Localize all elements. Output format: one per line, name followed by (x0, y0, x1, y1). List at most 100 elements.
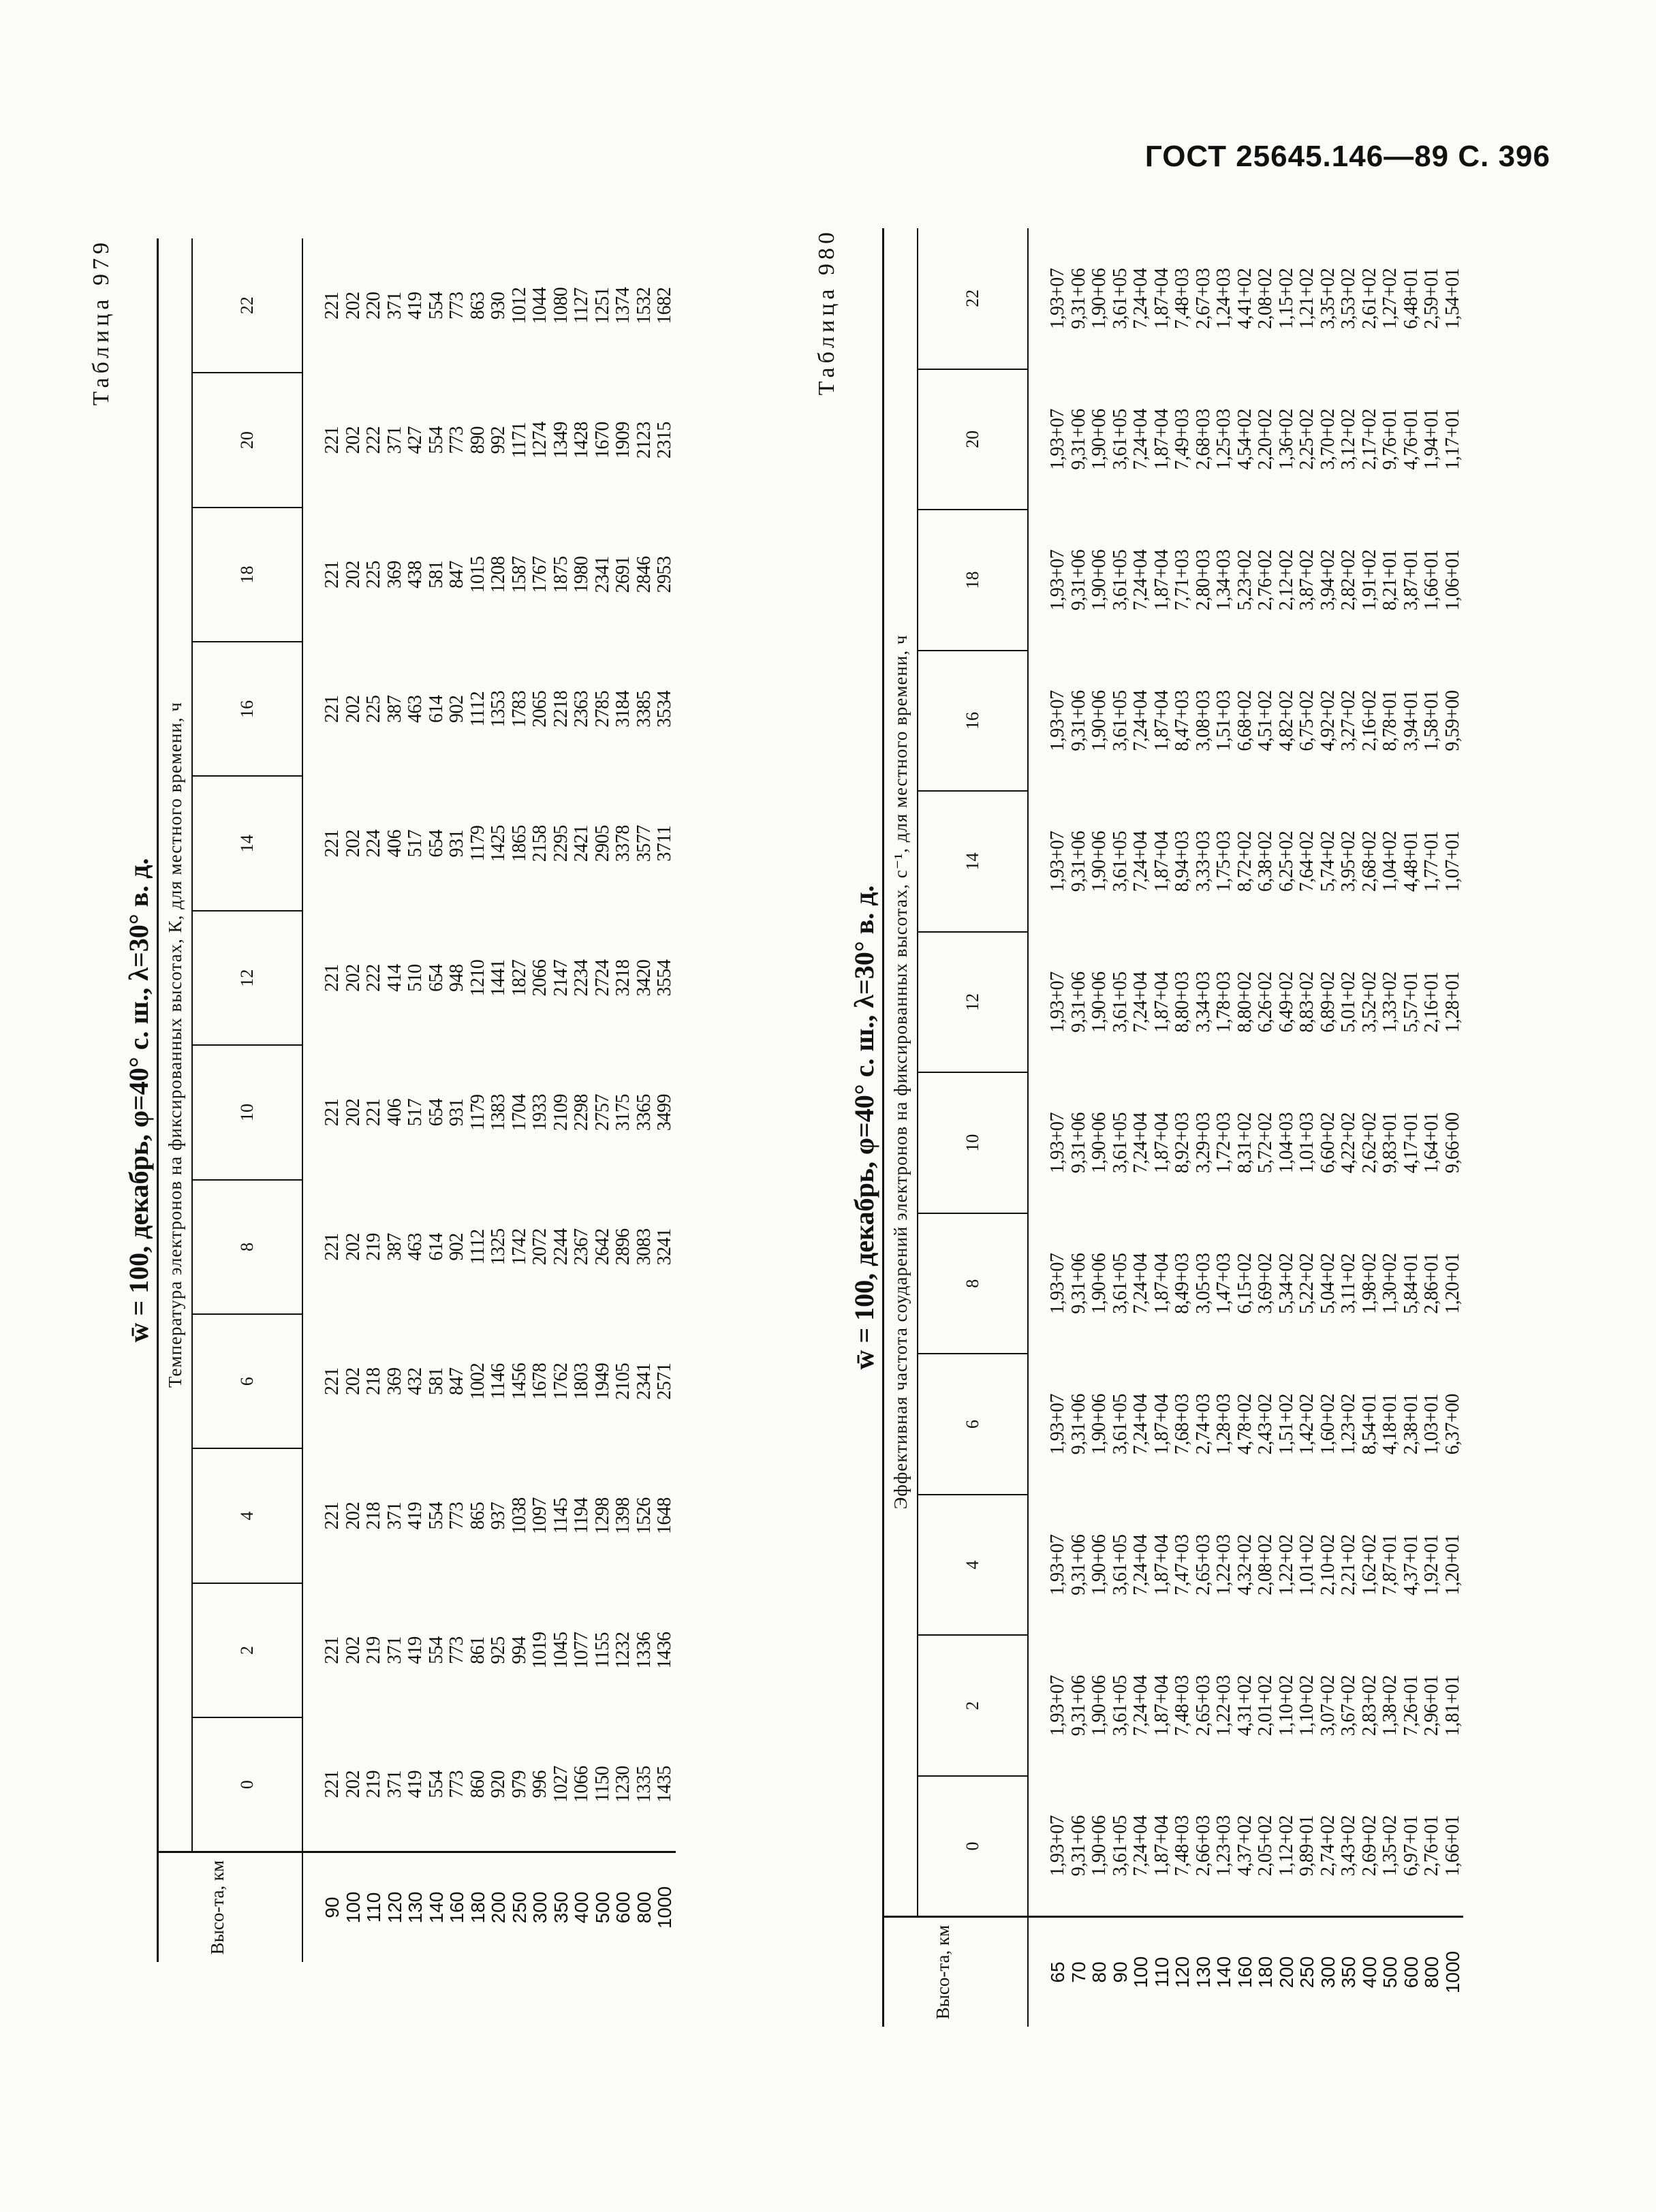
table-979-cell: 931 (446, 829, 467, 858)
table-980-cell: 3,95+02 (1338, 830, 1359, 892)
table-980-cell: 1,90+06 (1089, 268, 1110, 329)
table-980-block: Таблица 980 w̄ = 100, декабрь, φ=40° с. … (814, 228, 1522, 2027)
table-980-cell: 1,90+06 (1089, 1253, 1110, 1314)
table-980-cell: 1,87+04 (1151, 549, 1172, 611)
table-980-cell: 1,28+01 (1441, 971, 1463, 1033)
table-979-cell: 554 (425, 1501, 447, 1530)
table-979-cell: 1827 (508, 959, 530, 997)
table-980-cell: 6,15+02 (1234, 1253, 1255, 1314)
table-979-cell: 2123 (633, 422, 655, 459)
table-980-cell: 5,01+02 (1338, 971, 1359, 1033)
table-980-value-column: 1,93+07 9,31+06 1,90+06 3,61+05 7,24+04 1,87+… (1028, 650, 1463, 792)
table-980-cell: 3,61+05 (1109, 830, 1131, 892)
table-979-hour-header: 0 (192, 1717, 302, 1852)
table-980-cell: 2,74+03 (1192, 1394, 1214, 1455)
table-980-hours-row: 0 2 4 6 8 10 12 14 16 18 20 22 (918, 228, 1028, 2027)
table-980-hour-header: 12 (918, 931, 1028, 1073)
table-980-cell: 1,90+06 (1089, 549, 1110, 611)
table-979-height-value: 100 (342, 1891, 364, 1924)
table-980-title: w̄ = 100, декабрь, φ=40° с. ш., λ=30° в.… (849, 885, 879, 1370)
table-980-body-row: 65 70 80 90 100 110 120 130 140 160 180 200 250 300 35… (1028, 228, 1463, 2027)
table-980-cell: 8,83+02 (1296, 971, 1317, 1033)
table-980-cell: 3,61+05 (1109, 1815, 1131, 1877)
table-980-cell: 1,93+07 (1047, 1253, 1068, 1314)
table-980-height-value: 140 (1213, 1956, 1234, 1989)
table-980-cell: 3,70+02 (1317, 409, 1339, 470)
table-980-cell: 1,93+07 (1047, 971, 1068, 1033)
table-980-cell: 1,51+03 (1213, 690, 1234, 751)
table-979-cell: 2367 (571, 1228, 592, 1266)
table-979-cell: 224 (363, 829, 384, 858)
table-979-cell: 654 (425, 1098, 447, 1127)
table-979-height-value: 400 (571, 1891, 592, 1924)
table-979-cell: 994 (508, 1636, 530, 1664)
table-979-cell: 1436 (654, 1632, 675, 1669)
table-980-cell: 1,81+01 (1441, 1675, 1463, 1736)
table-980-cell: 2,20+02 (1255, 409, 1276, 470)
table-980-hour-header: 0 (918, 1775, 1028, 1917)
table-980-height-value: 90 (1109, 1961, 1131, 1983)
table-980-cell: 6,37+00 (1441, 1394, 1463, 1455)
table-980-cell: 1,22+03 (1213, 1534, 1234, 1595)
table-980-cell: 7,26+01 (1400, 1675, 1422, 1736)
table-979-cell: 3577 (633, 825, 655, 862)
table-979-cell: 1783 (508, 690, 530, 728)
table-980-cell: 1,93+07 (1047, 549, 1068, 611)
table-979-cell: 773 (446, 1636, 467, 1664)
table-980-cell: 9,31+06 (1067, 971, 1089, 1033)
table-980-cell: 2,62+02 (1358, 1112, 1380, 1174)
table-979-cell: 432 (405, 1367, 426, 1395)
table-980-cell: 2,21+02 (1338, 1534, 1359, 1595)
table-980-cell: 9,31+06 (1067, 1675, 1089, 1736)
table-980-cell: 7,47+03 (1172, 1534, 1193, 1595)
table-980-cell: 3,29+03 (1192, 1112, 1214, 1174)
table-979-cell: 996 (529, 1770, 550, 1798)
table-980-cell: 9,31+06 (1067, 1253, 1089, 1314)
table-980-value-column: 1,93+07 9,31+06 1,90+06 3,61+05 7,24+04 1,87+… (1028, 931, 1463, 1073)
table-980-cell: 6,75+02 (1296, 690, 1317, 751)
table-980-cell: 7,64+02 (1296, 830, 1317, 892)
table-980-cell: 1,87+04 (1151, 1253, 1172, 1314)
table-980-cell: 1,03+01 (1421, 1394, 1442, 1455)
table-979-cell: 948 (446, 964, 467, 992)
table-980-cell: 8,72+02 (1234, 830, 1255, 892)
table-980-cell: 7,24+04 (1130, 1112, 1151, 1174)
table-980-cell: 5,34+02 (1275, 1253, 1297, 1314)
table-979-cell: 930 (488, 292, 509, 320)
table-980-cell: 3,08+03 (1192, 690, 1214, 751)
table-980-heights-column: 65 70 80 90 100 110 120 130 140 160 180 200 250 300 35… (1028, 1916, 1463, 2027)
table-980-cell: 3,52+02 (1358, 971, 1380, 1033)
table-979-value-column: 221 202 222 371 427 554 773 890 992 1171 1274 1349 1… (302, 373, 676, 508)
table-980-cell: 8,49+03 (1172, 1253, 1193, 1314)
table-979-cell: 3365 (633, 1093, 655, 1131)
table-979-cell: 1933 (529, 1093, 550, 1131)
table-979-value-column: 221 202 219 371 419 554 773 861 925 994 1019 1045 10… (302, 1583, 676, 1718)
table-980-description: Эффективная частота соударений электроно… (883, 228, 918, 1917)
table-979-cell: 1251 (591, 287, 613, 324)
table-980-cell: 4,54+02 (1234, 409, 1255, 470)
table-980-cell: 1,93+07 (1047, 1675, 1068, 1736)
table-980-cell: 8,78+01 (1379, 690, 1401, 751)
table-979-cell: 1441 (488, 959, 509, 997)
table-979-cell: 3378 (612, 825, 634, 862)
table-980-height-value: 1000 (1441, 1950, 1463, 1994)
table-979-cell: 221 (322, 1098, 343, 1127)
table-980-cell: 1,38+02 (1379, 1675, 1401, 1736)
table-980-cell: 2,16+01 (1421, 971, 1442, 1033)
table-980-height-value: 400 (1358, 1956, 1380, 1989)
table-980-cell: 1,93+07 (1047, 409, 1068, 470)
table-979-cell: 369 (384, 561, 405, 589)
table-979-cell: 1682 (654, 287, 675, 324)
table-980-value-column: 1,93+07 9,31+06 1,90+06 3,61+05 7,24+04 1,87+… (1028, 228, 1463, 369)
table-980-cell: 1,10+02 (1296, 1675, 1317, 1736)
table-980-cell: 1,15+02 (1275, 268, 1297, 329)
table-980-cell: 6,26+02 (1255, 971, 1276, 1033)
table-979-cell: 427 (405, 426, 426, 454)
table-979-cell: 2244 (550, 1228, 572, 1266)
table-980-cell: 5,84+01 (1400, 1253, 1422, 1314)
table-980-height-value: 300 (1317, 1956, 1339, 1989)
table-979-cell: 463 (405, 695, 426, 723)
table-979-cell: 2147 (550, 959, 572, 997)
table-979-cell: 925 (488, 1636, 509, 1664)
table-980-hour-header: 14 (918, 791, 1028, 932)
